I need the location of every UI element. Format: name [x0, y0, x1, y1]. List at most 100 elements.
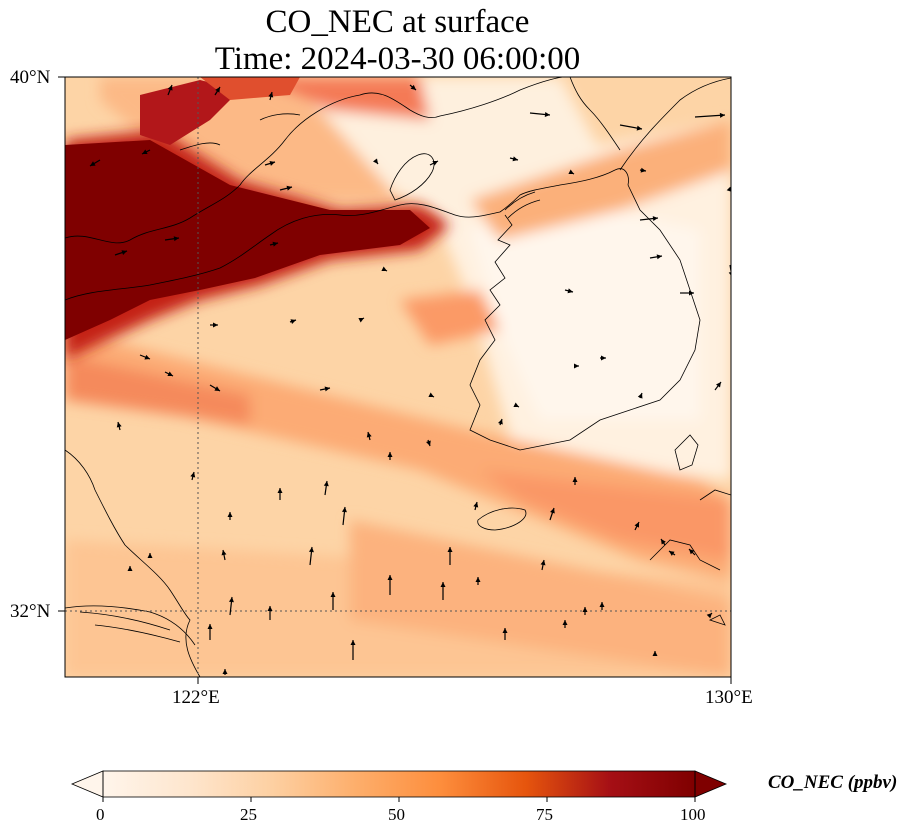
wind-arrow-head [286, 185, 292, 191]
wind-arrow-head [207, 624, 213, 629]
wind-arrow-head [221, 550, 227, 556]
wind-arrow-head [656, 254, 662, 260]
wind-arrow-head [268, 92, 274, 98]
wind-arrow-head [652, 651, 658, 656]
wind-arrow-head [324, 386, 330, 392]
wind-arrow-head [728, 272, 731, 276]
wind-arrow-head [669, 551, 675, 556]
wind-arrow-head [447, 547, 453, 552]
wind-arrow-head [323, 481, 329, 487]
wind-arrow-head [689, 290, 694, 296]
wind-arrow-head [689, 549, 695, 555]
wind-vector-field [89, 84, 731, 675]
wind-arrow-head [432, 161, 438, 166]
wind-arrow-head [373, 158, 378, 164]
colorbar-tick-label: 100 [680, 805, 706, 824]
wind-arrow-head [381, 266, 387, 271]
wind-arrow-head [214, 386, 220, 391]
wind-arrow-head [358, 318, 364, 323]
wind-arrow-head [227, 512, 233, 517]
wind-arrow-head [513, 402, 519, 407]
wind-arrow-head [652, 216, 658, 222]
wind-arrow-head [173, 236, 179, 242]
colorbar-tick-label: 75 [536, 805, 553, 824]
map-subtitle-time: Time: 2024-03-30 06:00:00 [214, 41, 581, 77]
map-title: CO_NEC at surface [265, 4, 530, 40]
wind-arrow-head [341, 507, 347, 513]
wind-arrow-head [640, 167, 646, 173]
wind-arrow-head [544, 112, 550, 117]
wind-arrow-head [426, 440, 431, 446]
wind-arrow-head [719, 112, 725, 118]
colorbar-extend-min [70, 770, 104, 798]
lon-tick-label: 130°E [705, 687, 753, 708]
wind-arrow-head [661, 539, 666, 545]
wind-arrow-head [269, 161, 275, 166]
wind-arrow-head [167, 85, 173, 91]
wind-arrow-head [366, 432, 372, 438]
lon-tick-label: 122°E [172, 687, 220, 708]
colorbar-extend-max [694, 770, 728, 798]
wind-arrow [729, 264, 731, 275]
axis-ticks [58, 76, 732, 684]
wind-arrow-head [636, 125, 642, 131]
wind-arrow-head [572, 477, 578, 482]
wind-arrow-head [716, 382, 721, 388]
wind-arrow-head [574, 363, 579, 369]
colorbar [70, 770, 728, 802]
wind-arrow-head [473, 502, 479, 508]
wind-arrow-head [121, 250, 127, 255]
wind-arrow-head [213, 322, 218, 328]
wind-arrow-head [637, 393, 643, 399]
wind-arrow-head [440, 582, 446, 587]
wind-arrow-head [512, 156, 518, 162]
wind-arrow-head [308, 547, 314, 553]
wind-arrow-head [290, 319, 296, 324]
wind-arrow-head [190, 472, 196, 478]
wind-arrow-head [215, 87, 220, 93]
wind-arrow-head [540, 560, 546, 566]
colorbar-tick-label: 50 [388, 805, 405, 824]
wind-arrow-head [601, 355, 606, 361]
co-concentration-field [65, 77, 731, 677]
wind-arrow-head [330, 592, 336, 597]
wind-arrow-head [142, 149, 148, 154]
colorbar-tick-label: 0 [96, 805, 105, 824]
wind-arrow-head [277, 488, 283, 493]
wind-arrow-head [127, 566, 133, 571]
wind-arrow-head [267, 606, 273, 611]
wind-arrow-head [567, 288, 573, 294]
wind-arrow-head [144, 354, 150, 360]
wind-arrow-head [387, 575, 393, 580]
colorbar-gradient [103, 771, 695, 797]
coastline [65, 77, 731, 677]
wind-arrow-head [706, 613, 712, 619]
wind-arrow-head [90, 161, 96, 166]
wind-arrow-head [350, 640, 356, 645]
wind-arrow-head [568, 169, 574, 174]
wind-arrow-head [502, 628, 508, 633]
wind-arrow-head [562, 620, 568, 625]
wind-arrow-head [582, 607, 588, 612]
wind-arrow-head [116, 422, 122, 428]
wind-arrow-head [726, 186, 731, 192]
map-frame [64, 76, 732, 678]
wind-arrow-head [498, 419, 503, 425]
lat-tick-label: 40°N [10, 67, 51, 88]
lat-tick-label: 32°N [10, 601, 51, 622]
wind-arrow-head [599, 602, 605, 607]
wind-arrow-head [147, 553, 153, 558]
wind-arrow-head [222, 669, 228, 674]
wind-arrow-head [272, 241, 278, 247]
wind-arrow [694, 114, 726, 118]
wind-arrow-head [228, 597, 234, 603]
wind-arrow-head [387, 452, 393, 457]
colorbar-title: CO_NEC (ppbv) [768, 772, 898, 793]
wind-arrow-head [410, 84, 416, 90]
colorbar-tick-label: 25 [240, 805, 257, 824]
wind-arrow-head [475, 577, 481, 582]
wind-arrow-head [167, 371, 173, 376]
wind-arrow-head [550, 508, 555, 514]
wind-arrow-head [634, 522, 639, 528]
